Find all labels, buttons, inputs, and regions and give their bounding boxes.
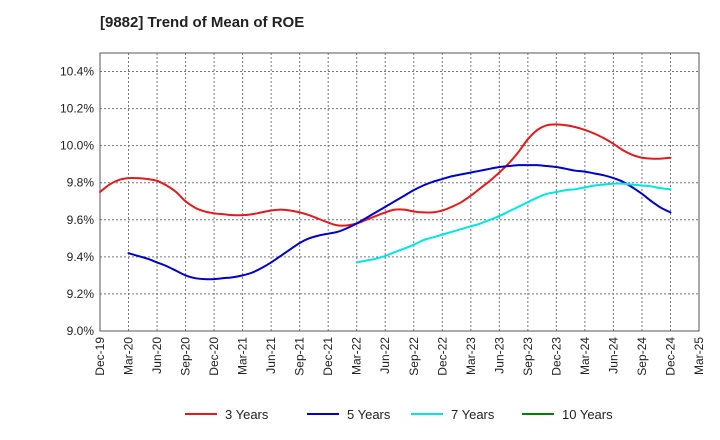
y-tick-label: 10.4% [60, 65, 94, 79]
y-tick-label: 9.4% [67, 250, 95, 264]
y-tick-label: 9.8% [67, 176, 95, 190]
x-tick-label: Sep-22 [407, 337, 421, 376]
y-tick-label: 9.2% [67, 287, 95, 301]
x-tick-label: Sep-23 [521, 337, 535, 376]
legend-label-7-years: 7 Years [451, 407, 495, 422]
x-tick-label: Mar-24 [578, 337, 592, 375]
series-layer [99, 123, 672, 281]
y-tick-label: 9.6% [67, 213, 95, 227]
x-tick-label: Mar-25 [692, 337, 706, 375]
x-tick-label: Sep-24 [635, 337, 649, 376]
x-tick-label: Mar-22 [350, 337, 364, 375]
legend-label-5-years: 5 Years [347, 407, 391, 422]
x-tick-label: Mar-20 [122, 337, 136, 375]
x-tick-label: Dec-22 [435, 337, 449, 376]
x-tick-label: Jun-22 [378, 337, 392, 374]
plot-area [100, 53, 699, 331]
axis-layer: 9.0% 9.2% 9.4% 9.6% 9.8% 10.0% 10.2% 10.4% Dec-1… [60, 52, 706, 376]
y-tick-label: 10.2% [60, 102, 94, 116]
x-tick-label: Dec-24 [663, 337, 677, 376]
x-tick-label: Mar-21 [236, 337, 250, 375]
x-tick-label: Dec-20 [207, 337, 221, 376]
y-tick-label: 9.0% [67, 324, 95, 338]
x-tick-label: Sep-20 [179, 337, 193, 376]
x-tick-label: Dec-19 [93, 337, 107, 376]
chart-title: [9882] Trend of Mean of ROE [100, 14, 305, 31]
x-tick-label: Jun-21 [264, 337, 278, 374]
series-line-7-years [355, 182, 672, 264]
series-line-5-years [127, 164, 672, 281]
x-tick-label: Sep-21 [293, 337, 307, 376]
x-tick-label: Mar-23 [464, 337, 478, 375]
legend-label-3-years: 3 Years [225, 407, 269, 422]
legend: 3 Years 5 Years 7 Years 10 Years [185, 407, 613, 422]
legend-label-10-years: 10 Years [562, 407, 613, 422]
series-line-3-years [99, 123, 672, 227]
x-tick-label: Jun-23 [492, 337, 506, 374]
x-tick-label: Jun-24 [606, 337, 620, 374]
x-tick-label: Dec-23 [549, 337, 563, 376]
y-tick-label: 10.0% [60, 139, 94, 153]
x-tick-label: Dec-21 [321, 337, 335, 376]
x-tick-label: Jun-20 [150, 337, 164, 374]
